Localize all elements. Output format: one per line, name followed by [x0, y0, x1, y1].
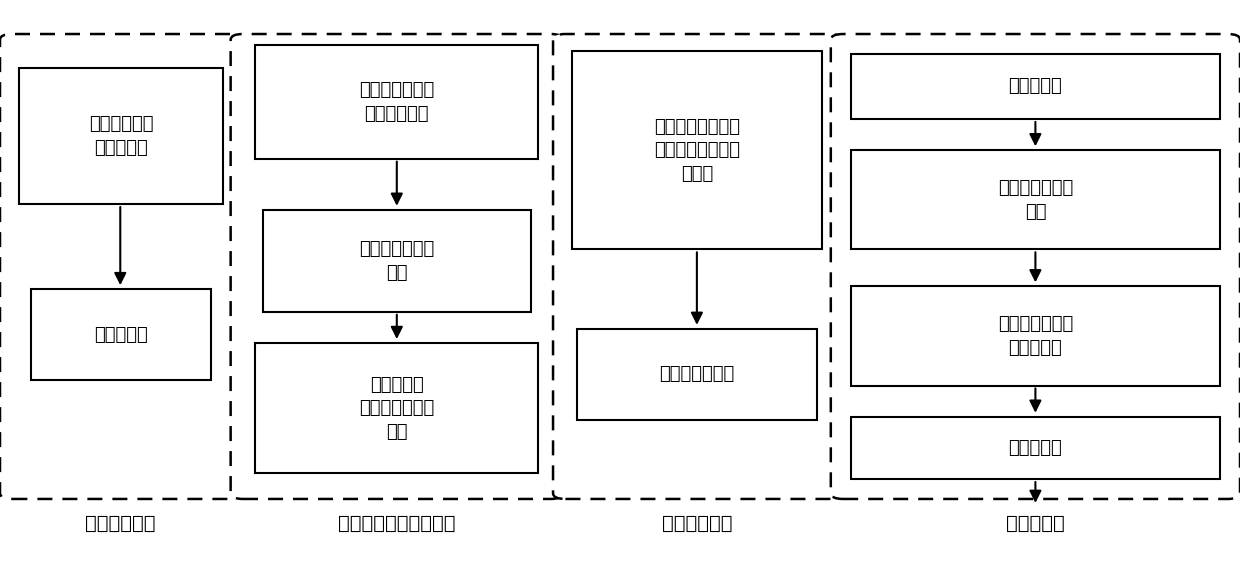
Text: 逆透视变换预处理模块: 逆透视变换预处理模块 [339, 514, 455, 534]
Text: 针对俯视图车道线
分割：二值语义分
割网络: 针对俯视图车道线 分割：二值语义分 割网络 [653, 118, 740, 183]
FancyBboxPatch shape [851, 286, 1220, 386]
FancyBboxPatch shape [0, 34, 242, 499]
FancyBboxPatch shape [851, 417, 1220, 479]
Text: 后处理模块: 后处理模块 [1006, 514, 1065, 534]
FancyBboxPatch shape [553, 34, 841, 499]
FancyBboxPatch shape [255, 343, 538, 473]
Text: 连通域判断: 连通域判断 [1008, 78, 1063, 95]
FancyBboxPatch shape [572, 51, 822, 249]
FancyBboxPatch shape [577, 329, 817, 420]
FancyBboxPatch shape [831, 34, 1240, 499]
Text: 原图采集模块: 原图采集模块 [86, 514, 155, 534]
Text: 逆透视变换
正视图还原成俯
视图: 逆透视变换 正视图还原成俯 视图 [360, 376, 434, 441]
Text: 滑动窗口采集关
键点: 滑动窗口采集关 键点 [998, 179, 1073, 221]
FancyBboxPatch shape [263, 210, 531, 312]
FancyBboxPatch shape [231, 34, 563, 499]
Text: 映射回原图: 映射回原图 [1008, 439, 1063, 457]
FancyBboxPatch shape [255, 45, 538, 159]
Text: 单目相机获取
车道线图像: 单目相机获取 车道线图像 [88, 115, 154, 157]
Text: 俯仰角与偏航角
计算: 俯仰角与偏航角 计算 [360, 240, 434, 282]
Text: 得到预测概率图: 得到预测概率图 [660, 365, 734, 383]
FancyBboxPatch shape [851, 150, 1220, 249]
Text: 数据集划分: 数据集划分 [94, 325, 148, 344]
FancyBboxPatch shape [19, 68, 223, 204]
FancyBboxPatch shape [851, 54, 1220, 119]
FancyBboxPatch shape [31, 289, 211, 380]
Text: 拟合关键点得到
拟合车道线: 拟合关键点得到 拟合车道线 [998, 315, 1073, 357]
Text: 分类卷积神经网
络预测消失点: 分类卷积神经网 络预测消失点 [360, 81, 434, 123]
Text: 语义分割模块: 语义分割模块 [662, 514, 732, 534]
